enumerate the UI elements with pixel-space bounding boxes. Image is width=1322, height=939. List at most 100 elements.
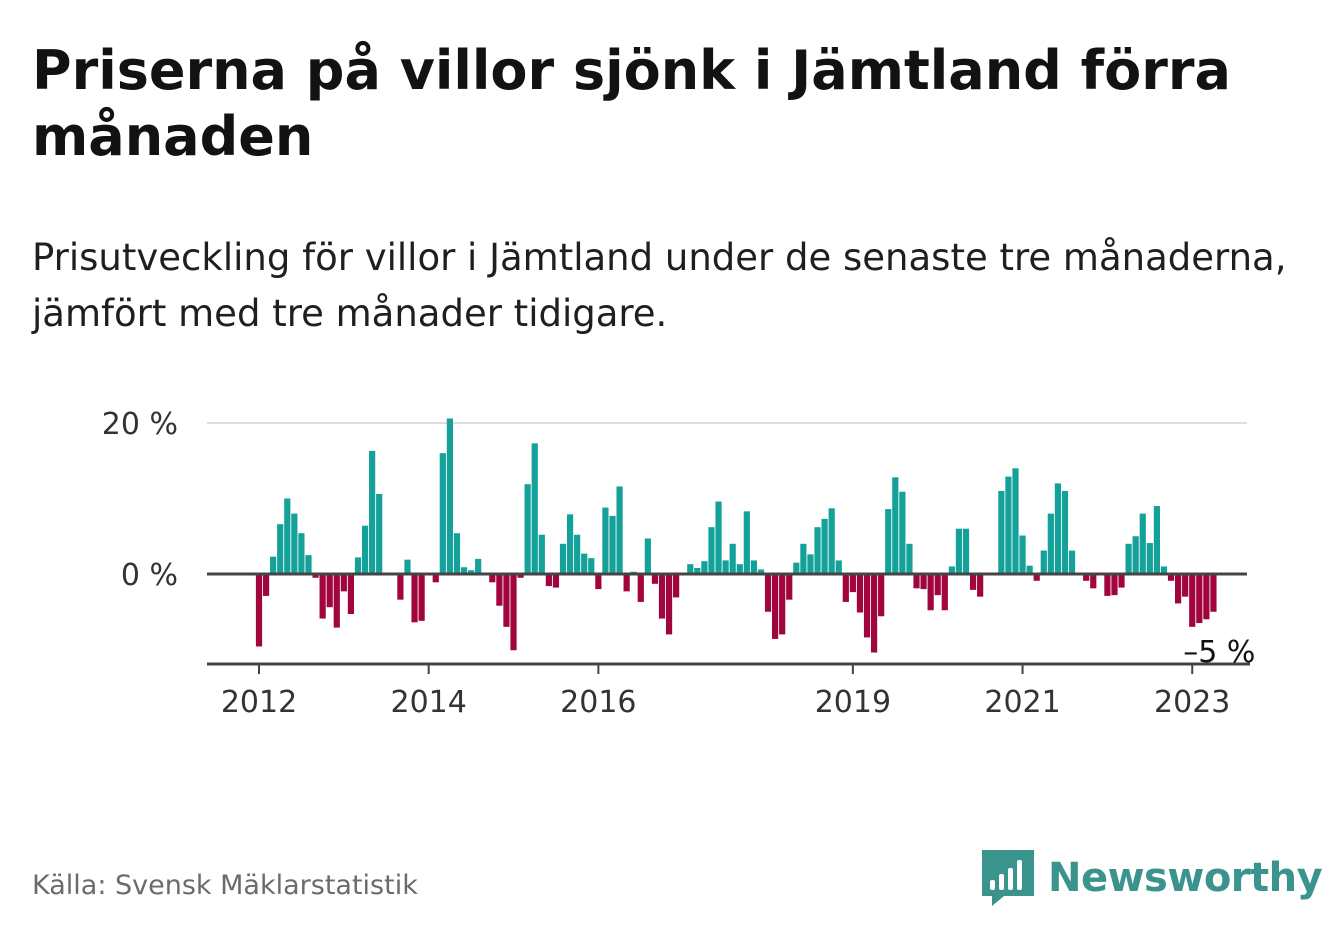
bar bbox=[736, 564, 743, 574]
bar bbox=[333, 574, 340, 628]
y-tick-label: 0 % bbox=[121, 558, 178, 593]
bar bbox=[340, 574, 347, 592]
bar bbox=[948, 566, 955, 574]
newsworthy-logo-icon bbox=[982, 850, 1034, 906]
bar bbox=[623, 574, 630, 592]
bar bbox=[800, 543, 807, 574]
bar bbox=[637, 574, 644, 602]
bar bbox=[510, 574, 517, 651]
bar bbox=[1139, 513, 1146, 574]
bar bbox=[878, 574, 885, 617]
bar bbox=[1033, 574, 1040, 581]
bar bbox=[1083, 574, 1090, 581]
bar bbox=[347, 574, 355, 615]
chart-subtitle: Prisutveckling för villor i Jämtland und… bbox=[32, 236, 1287, 335]
bar bbox=[1210, 574, 1217, 612]
bar bbox=[559, 543, 567, 574]
bar bbox=[588, 558, 595, 575]
x-tick-label: 2023 bbox=[1154, 685, 1230, 720]
bar bbox=[665, 574, 673, 635]
bar bbox=[701, 561, 708, 574]
bar bbox=[1182, 574, 1189, 597]
bar bbox=[1047, 513, 1054, 574]
bar bbox=[977, 574, 984, 597]
bar bbox=[955, 528, 963, 574]
bar bbox=[1040, 550, 1047, 574]
bar bbox=[439, 453, 446, 574]
bar bbox=[1118, 574, 1125, 588]
bar bbox=[750, 560, 757, 574]
bar bbox=[616, 486, 623, 574]
bar bbox=[397, 574, 404, 600]
bar bbox=[270, 556, 277, 574]
bar bbox=[1104, 574, 1111, 596]
bar bbox=[305, 555, 312, 575]
bar bbox=[446, 418, 453, 574]
bar bbox=[757, 569, 765, 574]
bar bbox=[673, 574, 680, 598]
bar-chart: 20 % 0 % 2012 2014 2016 2019 2021 2023 –5 % bbox=[102, 407, 1256, 720]
bar bbox=[687, 564, 694, 574]
bar bbox=[404, 559, 411, 574]
bar bbox=[743, 511, 750, 574]
bar bbox=[418, 574, 425, 621]
bar bbox=[354, 557, 362, 574]
bar bbox=[1090, 574, 1097, 589]
bar bbox=[828, 508, 835, 574]
bar bbox=[849, 574, 856, 593]
bar bbox=[1167, 574, 1175, 581]
bar bbox=[722, 560, 729, 574]
bar bbox=[503, 574, 510, 627]
bar bbox=[729, 543, 736, 574]
bar bbox=[870, 574, 878, 653]
x-tick-label: 2019 bbox=[815, 685, 891, 720]
bar bbox=[602, 507, 609, 574]
bar bbox=[1146, 543, 1153, 574]
bar bbox=[277, 524, 284, 574]
bar bbox=[1026, 565, 1033, 574]
bar bbox=[566, 514, 574, 574]
bar bbox=[291, 513, 298, 574]
bar bbox=[941, 574, 948, 611]
bar bbox=[835, 560, 842, 574]
bar bbox=[913, 574, 920, 589]
bar bbox=[524, 484, 531, 574]
bar bbox=[460, 567, 468, 574]
bar bbox=[545, 574, 552, 587]
bar bbox=[1061, 490, 1069, 574]
bar bbox=[298, 533, 305, 574]
bar bbox=[453, 533, 461, 574]
bar bbox=[468, 570, 475, 574]
bar bbox=[892, 477, 899, 574]
bar bbox=[1196, 574, 1203, 624]
bar bbox=[489, 574, 496, 583]
bar bbox=[779, 574, 786, 635]
bar bbox=[899, 491, 906, 574]
bar bbox=[574, 534, 581, 574]
chart-title: Priserna på villor sjönk i Jämtland förr… bbox=[32, 39, 1231, 168]
bar bbox=[856, 574, 864, 613]
bar bbox=[326, 574, 333, 608]
bar bbox=[1012, 468, 1019, 574]
bar bbox=[934, 574, 941, 596]
y-tick-label: 20 % bbox=[102, 407, 178, 442]
bar bbox=[595, 574, 602, 590]
bar bbox=[658, 574, 666, 619]
bar bbox=[694, 567, 701, 574]
bar bbox=[581, 553, 588, 575]
x-tick-label: 2016 bbox=[560, 685, 636, 720]
bar bbox=[1175, 574, 1182, 604]
bar bbox=[708, 527, 715, 574]
bar bbox=[255, 574, 263, 647]
bar bbox=[1125, 543, 1132, 574]
bar bbox=[927, 574, 934, 611]
bar bbox=[411, 574, 418, 623]
x-tick-label: 2012 bbox=[221, 685, 297, 720]
bar bbox=[1160, 566, 1168, 574]
bar bbox=[1132, 536, 1139, 574]
bar bbox=[609, 515, 616, 574]
bar bbox=[764, 574, 772, 612]
bar bbox=[814, 527, 821, 574]
bar bbox=[998, 490, 1005, 574]
bar bbox=[369, 450, 376, 574]
